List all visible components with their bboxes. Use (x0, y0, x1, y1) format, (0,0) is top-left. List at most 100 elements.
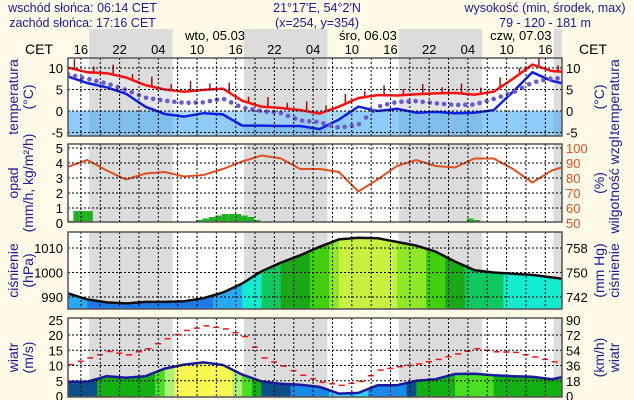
y-tick-left: 990 (41, 290, 63, 305)
night-band (243, 144, 328, 222)
wind-color-column (493, 362, 504, 397)
day-label: śro, 06.03 (339, 28, 397, 43)
timezone-left: CET (25, 41, 53, 57)
temperature-mean-dot (200, 100, 206, 105)
temperature-mean-dot (285, 113, 291, 119)
temperature-mean-dot (533, 79, 539, 85)
axis-title-line: opad (5, 167, 21, 198)
temperature-mean-dot (328, 123, 333, 128)
night-band (553, 58, 562, 136)
wind-color-column (464, 362, 475, 397)
axis-title-line: ciśnienie (606, 243, 622, 298)
y-tick-left: 20 (49, 328, 63, 343)
precip-bar (86, 211, 93, 222)
temperature-mean-dot (526, 81, 532, 87)
temperature-mean-dot (299, 118, 305, 123)
panel-border (67, 231, 563, 310)
wind-color-column (581, 318, 591, 397)
temperature-mean-dot (157, 97, 163, 103)
grid-point-text: (x=254, y=354) (274, 16, 360, 30)
precip-bar (247, 217, 255, 222)
temperature-mean-dot (399, 99, 404, 105)
y-tick-right: 72 (566, 328, 580, 343)
axis-title-line: temperatura (5, 59, 21, 135)
sunset-text: zachód słońca: 17:16 CET (9, 16, 156, 30)
temperature-mean-dot (207, 98, 213, 104)
day-label: wto, 05.03 (184, 28, 245, 43)
pressure-color-column (484, 237, 495, 309)
temperature-mean-dot (548, 76, 553, 81)
pressure-color-column (348, 237, 359, 309)
temperature-mean-dot (172, 99, 177, 105)
temperature-mean-dot (562, 76, 567, 81)
temperature-mean-dot (555, 76, 560, 81)
time-tick-label: 04 (151, 42, 165, 57)
precip-bar (466, 218, 474, 222)
precip-bar (241, 215, 248, 222)
night-band-header (243, 29, 328, 57)
axis-title-line: (m/s) (20, 342, 36, 374)
y-tick-left: 25 (49, 313, 63, 328)
axis-title-line: (km/h) (591, 338, 607, 378)
time-tick-label: 10 (345, 42, 359, 57)
y-tick-left: 3 (56, 171, 63, 186)
y-tick-left: 15 (49, 343, 63, 358)
precip-bar (196, 220, 203, 222)
pressure-color-column (406, 237, 417, 309)
temperature-mean-dot (441, 101, 447, 107)
elevation-values: 79 - 120 - 181 m (499, 16, 591, 30)
axis-title-line: (%) (591, 172, 607, 194)
wind-color-column (145, 362, 156, 397)
pressure-color-column (455, 237, 466, 309)
y-tick-left: 1000 (34, 266, 63, 281)
temperature-mean-dot (101, 80, 106, 85)
temperature-mean-dot (498, 94, 504, 99)
axis-title-left: wiatr(m/s) (5, 342, 36, 374)
temperature-mean-dot (470, 102, 475, 107)
y-tick-left: 5 (56, 141, 63, 156)
coordinates-text: 21°17'E, 54°2'N (273, 1, 361, 15)
axis-title-right: (%)wilgotność wzgl. (591, 132, 622, 234)
wind-color-column (232, 362, 243, 397)
precip-bar (221, 214, 229, 222)
y-tick-left: 4 (56, 156, 63, 171)
temperature-mean-dot (363, 115, 369, 120)
axis-title-line: (mm Hg) (591, 243, 607, 297)
temperature-mean-dot (448, 102, 454, 107)
pressure-color-column (425, 237, 437, 309)
temperature-mean-dot (392, 100, 397, 105)
wind-color-column (213, 362, 224, 397)
precip-bar (228, 214, 235, 222)
time-tick-label: 04 (306, 42, 320, 57)
temperature-mean-dot (264, 109, 269, 114)
precip-bar (234, 214, 242, 222)
wind-color-column (203, 362, 214, 397)
y-tick-right: 5 (566, 83, 573, 98)
axis-title-right: (mm Hg)ciśnienie (591, 243, 622, 298)
temperature-mean-dot (108, 82, 113, 88)
precip-bar (73, 211, 80, 222)
axis-title-right: (km/h)wiatr (591, 338, 622, 378)
pressure-color-column (300, 237, 311, 309)
axis-title-left: temperatura(°C) (5, 59, 36, 135)
pressure-color-column (319, 237, 330, 309)
y-tick-right: 54 (566, 343, 580, 358)
pressure-color-column (445, 237, 456, 309)
temperature-mean-dot (349, 123, 355, 129)
panel-plot-area (68, 58, 567, 136)
temperature-mean-dot (221, 96, 227, 102)
axis-title-line: (mm/h, kg/m²/h) (20, 134, 36, 233)
y-tick-right: 50 (566, 216, 580, 231)
axis-title-line: (°C) (20, 84, 36, 109)
wind-color-column (551, 362, 562, 397)
temperature-max-line (68, 63, 562, 115)
time-tick-label: 10 (190, 42, 204, 57)
temperature-mean-dot (115, 84, 120, 90)
night-band-header (553, 29, 562, 57)
pressure-color-column (271, 237, 282, 309)
pressure-color-column (464, 237, 475, 309)
pressure-color-column (280, 237, 292, 309)
